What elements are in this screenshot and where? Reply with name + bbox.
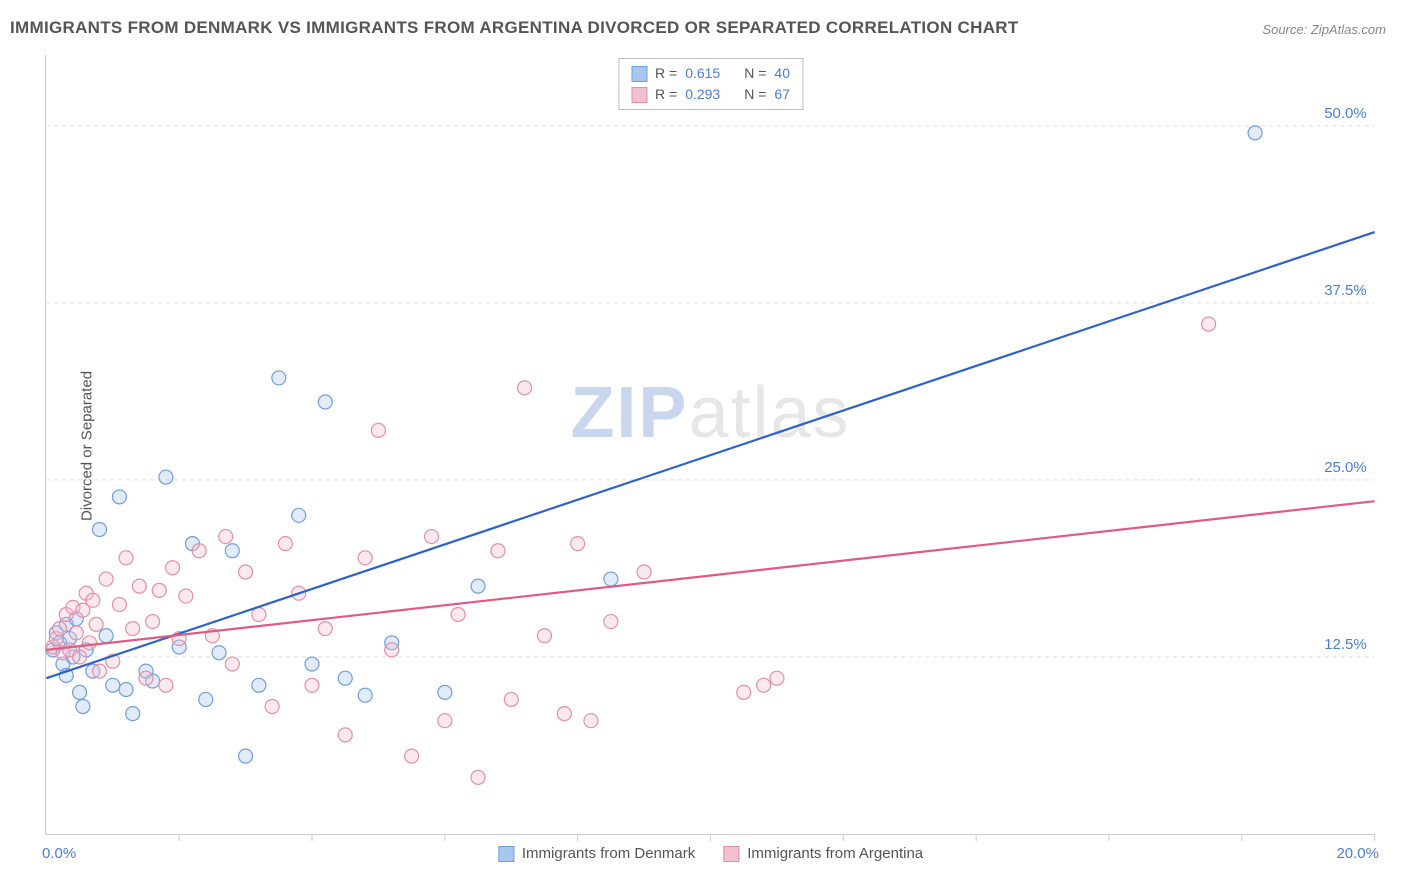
data-point xyxy=(518,381,532,395)
data-point xyxy=(119,551,133,565)
chart-container: IMMIGRANTS FROM DENMARK VS IMMIGRANTS FR… xyxy=(0,0,1406,892)
plot-svg: 12.5% 25.0% 37.5% 50.0% xyxy=(46,55,1375,834)
y-tick-label: 37.5% xyxy=(1324,282,1366,299)
data-point xyxy=(338,728,352,742)
data-point xyxy=(385,643,399,657)
data-point xyxy=(265,700,279,714)
data-point xyxy=(318,622,332,636)
y-tick-label: 50.0% xyxy=(1324,105,1366,122)
data-point xyxy=(212,646,226,660)
data-point xyxy=(239,565,253,579)
data-point xyxy=(126,622,140,636)
legend-label-denmark: Immigrants from Denmark xyxy=(522,845,695,862)
data-point xyxy=(358,551,372,565)
data-point xyxy=(438,714,452,728)
data-point xyxy=(537,629,551,643)
legend-label-argentina: Immigrants from Argentina xyxy=(747,845,923,862)
data-point xyxy=(159,470,173,484)
data-point xyxy=(757,678,771,692)
data-point xyxy=(106,678,120,692)
data-point xyxy=(126,707,140,721)
data-point xyxy=(112,490,126,504)
data-point xyxy=(358,688,372,702)
data-point xyxy=(225,657,239,671)
data-point xyxy=(557,707,571,721)
data-point xyxy=(192,544,206,558)
y-tick-label: 12.5% xyxy=(1324,636,1366,653)
data-point xyxy=(166,561,180,575)
data-point xyxy=(604,572,618,586)
data-point xyxy=(471,579,485,593)
data-point xyxy=(152,583,166,597)
data-point xyxy=(504,692,518,706)
data-point xyxy=(305,657,319,671)
source-label: Source: xyxy=(1262,22,1307,37)
data-point xyxy=(69,626,83,640)
data-point xyxy=(451,607,465,621)
data-point xyxy=(83,636,97,650)
data-point xyxy=(584,714,598,728)
data-point xyxy=(272,371,286,385)
data-point xyxy=(292,508,306,522)
data-point xyxy=(1202,317,1216,331)
data-point xyxy=(89,617,103,631)
data-point xyxy=(770,671,784,685)
data-point xyxy=(471,770,485,784)
data-point xyxy=(438,685,452,699)
data-point xyxy=(73,685,87,699)
data-point xyxy=(239,749,253,763)
y-tick-label: 25.0% xyxy=(1324,459,1366,476)
data-point xyxy=(199,692,213,706)
data-point xyxy=(491,544,505,558)
data-point xyxy=(112,598,126,612)
trend-line xyxy=(46,232,1374,678)
data-point xyxy=(139,671,153,685)
data-point xyxy=(53,622,67,636)
data-point xyxy=(371,423,385,437)
data-point xyxy=(179,589,193,603)
data-point xyxy=(425,530,439,544)
data-point xyxy=(159,678,173,692)
data-point xyxy=(252,678,266,692)
legend-item-denmark: Immigrants from Denmark xyxy=(498,845,695,862)
data-point xyxy=(92,664,106,678)
data-point xyxy=(305,678,319,692)
x-axis-max-label: 20.0% xyxy=(1336,845,1379,862)
data-point xyxy=(92,522,106,536)
data-point xyxy=(405,749,419,763)
data-point xyxy=(119,683,133,697)
plot-area: ZIPatlas R = 0.615 N = 40 R = 0.293 N = … xyxy=(45,55,1375,835)
data-point xyxy=(571,537,585,551)
swatch-argentina-icon xyxy=(723,846,739,862)
data-point xyxy=(338,671,352,685)
series-legend: Immigrants from Denmark Immigrants from … xyxy=(498,845,923,862)
source-name: ZipAtlas.com xyxy=(1311,22,1386,37)
data-point xyxy=(737,685,751,699)
data-point xyxy=(99,572,113,586)
data-point xyxy=(637,565,651,579)
source-attribution: Source: ZipAtlas.com xyxy=(1262,22,1386,37)
data-point xyxy=(146,615,160,629)
data-point xyxy=(86,593,100,607)
data-point xyxy=(76,700,90,714)
data-point xyxy=(604,615,618,629)
data-point xyxy=(73,650,87,664)
data-point xyxy=(219,530,233,544)
data-point xyxy=(132,579,146,593)
data-point xyxy=(318,395,332,409)
x-axis-min-label: 0.0% xyxy=(42,845,76,862)
data-point xyxy=(225,544,239,558)
data-point xyxy=(1248,126,1262,140)
swatch-denmark-icon xyxy=(498,846,514,862)
chart-title: IMMIGRANTS FROM DENMARK VS IMMIGRANTS FR… xyxy=(10,18,1019,38)
data-point xyxy=(99,629,113,643)
legend-item-argentina: Immigrants from Argentina xyxy=(723,845,923,862)
data-point xyxy=(278,537,292,551)
